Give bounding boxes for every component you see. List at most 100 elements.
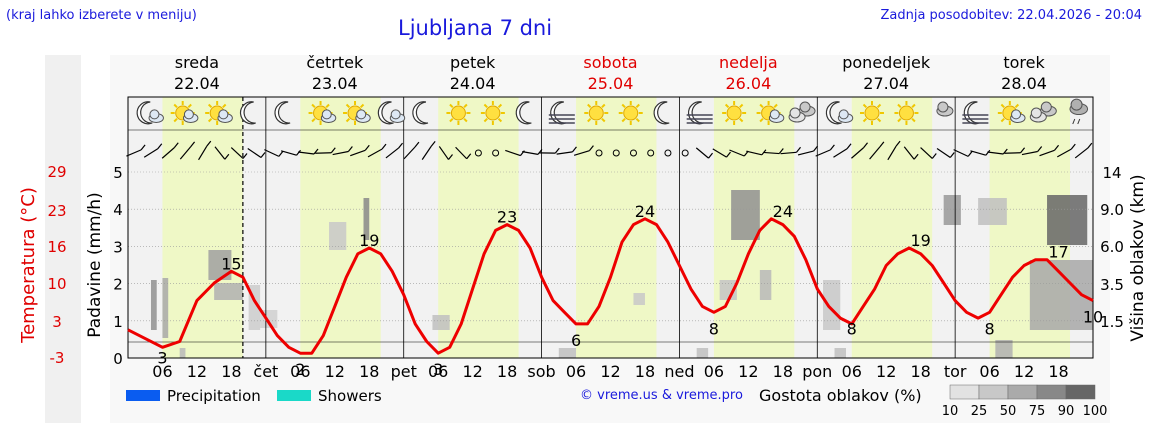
day-date: 27.04 bbox=[863, 74, 909, 93]
daylight-band bbox=[851, 97, 933, 358]
sun-ray bbox=[1000, 117, 1005, 123]
sun-disc bbox=[726, 105, 742, 121]
wind-barb-flag bbox=[846, 143, 852, 150]
wind-barb bbox=[198, 145, 208, 161]
sun-ray bbox=[173, 117, 178, 123]
hour-tick-label: 06 bbox=[428, 362, 448, 381]
sun-ray bbox=[463, 103, 468, 109]
day-name: sobota bbox=[583, 53, 637, 72]
hour-tick-label: 06 bbox=[152, 362, 172, 381]
wind-barb bbox=[851, 147, 864, 159]
moon-shape bbox=[239, 101, 256, 125]
day-date: 25.04 bbox=[588, 74, 634, 93]
wind-barb bbox=[573, 150, 590, 156]
cloud-density-block bbox=[150, 280, 157, 330]
wind-barb bbox=[214, 146, 226, 160]
wind-barb bbox=[230, 147, 244, 159]
temp-tick-label: 23 bbox=[47, 202, 66, 220]
temp-point-label: 19 bbox=[910, 231, 930, 250]
day-date: 24.04 bbox=[450, 74, 496, 93]
wind-barb-flag bbox=[313, 148, 319, 155]
sun-ray bbox=[173, 103, 178, 109]
wind-barb-flag bbox=[985, 149, 991, 156]
day-name: petek bbox=[450, 53, 496, 72]
page-title: Ljubljana 7 dni bbox=[398, 16, 553, 40]
cloud-density-scale-label: 10 bbox=[942, 404, 959, 419]
daylight-band bbox=[438, 97, 519, 358]
sun-ray bbox=[187, 103, 192, 109]
last-update: Zadnja posodobitev: 22.04.2026 - 20:04 bbox=[880, 8, 1142, 23]
sun-ray bbox=[773, 103, 778, 109]
cloud-density-scale-label: 100 bbox=[1083, 404, 1108, 419]
day-name: četrtek bbox=[306, 53, 364, 72]
moon-shape bbox=[377, 101, 394, 125]
wind-barb bbox=[385, 147, 399, 159]
sun-ray bbox=[463, 117, 468, 123]
sun-cloud-icon bbox=[343, 101, 371, 125]
wind-barb bbox=[953, 149, 969, 157]
sun-ray bbox=[207, 103, 213, 109]
wind-barb-flag bbox=[554, 147, 560, 154]
cloud-density-swatch bbox=[1036, 384, 1067, 400]
hour-tick-label: 18 bbox=[221, 362, 241, 381]
cloud-density-scale-label: 25 bbox=[971, 404, 988, 419]
cloud-height-tick-label: 14 bbox=[1102, 164, 1121, 182]
wind-barb bbox=[869, 146, 881, 160]
cloud-density-block bbox=[978, 198, 1007, 225]
wind-barb-flag bbox=[967, 151, 973, 157]
cloud-shape bbox=[937, 101, 949, 113]
moon-fog-icon bbox=[686, 101, 713, 125]
sun-ray bbox=[724, 103, 730, 109]
temperature-line bbox=[127, 217, 1094, 355]
cloud-density-scale-label: 75 bbox=[1029, 404, 1046, 419]
temp-point-label: 2 bbox=[295, 360, 305, 379]
precip-tick-label: 5 bbox=[113, 164, 123, 182]
sun-ray bbox=[724, 117, 730, 123]
precip-tick-label: 3 bbox=[113, 238, 123, 256]
temp-tick-label: -3 bbox=[50, 349, 65, 367]
cloud-density-scale-label: 50 bbox=[1000, 404, 1017, 419]
wind-barb-flag bbox=[1002, 148, 1008, 155]
sun-ray bbox=[1014, 103, 1020, 109]
hour-tick-label: 06 bbox=[704, 362, 724, 381]
cloud-density-block bbox=[214, 283, 243, 300]
sun-icon bbox=[584, 101, 609, 125]
temp-point-label: 8 bbox=[985, 319, 995, 338]
sun-cloud-icon bbox=[205, 101, 233, 125]
sun-ray bbox=[449, 117, 454, 123]
cloud-height-tick-label: 1.5 bbox=[1100, 313, 1124, 331]
region-hint[interactable]: (kraj lahko izberete v meniju) bbox=[6, 8, 197, 23]
calm-wind-marker bbox=[474, 149, 482, 157]
cloud-shape bbox=[838, 109, 849, 120]
sun-ray bbox=[621, 117, 626, 123]
sun-ray bbox=[325, 103, 330, 109]
sun-ray bbox=[759, 103, 764, 109]
sun-ray bbox=[897, 103, 902, 109]
calm-wind-marker bbox=[629, 149, 637, 157]
hour-tick-label: 06 bbox=[566, 362, 586, 381]
wind-barb-flag bbox=[364, 144, 370, 151]
sun-disc bbox=[864, 105, 880, 121]
calm-wind-marker bbox=[681, 149, 689, 157]
wind-barb-flag bbox=[260, 152, 266, 158]
calm-wind-marker bbox=[612, 149, 620, 157]
sun-ray bbox=[601, 103, 606, 109]
sun-cloud-icon bbox=[997, 101, 1026, 125]
sun-disc bbox=[623, 105, 639, 121]
hour-tick-label: 12 bbox=[876, 362, 896, 381]
wind-barb bbox=[695, 147, 709, 159]
plot-frame bbox=[127, 96, 1094, 359]
wind-barb bbox=[505, 149, 521, 157]
day-name: torek bbox=[1003, 53, 1045, 72]
moon-shape bbox=[274, 101, 291, 125]
day-abbr-tick: čet bbox=[253, 362, 278, 381]
moon-fog-icon bbox=[548, 101, 575, 125]
sun-ray bbox=[739, 117, 744, 123]
temp-tick-label: 3 bbox=[52, 313, 62, 331]
wind-barb bbox=[729, 149, 745, 157]
sun-ray bbox=[497, 103, 503, 109]
sun-ray bbox=[739, 103, 744, 109]
copyright[interactable]: © vreme.us & vreme.pro bbox=[580, 388, 743, 403]
moon-icon bbox=[412, 101, 429, 125]
